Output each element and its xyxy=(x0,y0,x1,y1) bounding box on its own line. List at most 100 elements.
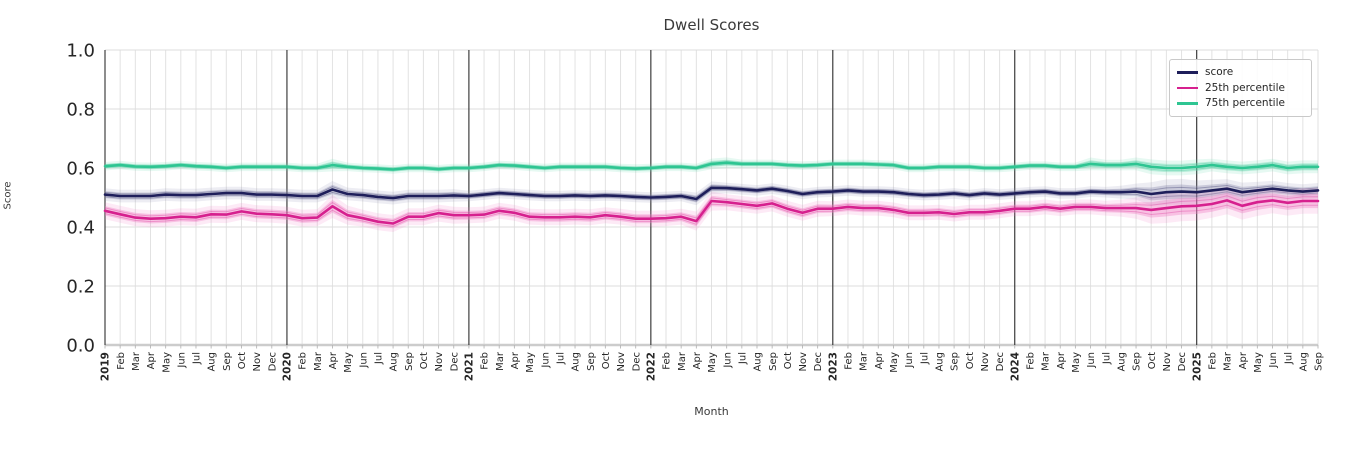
svg-text:May: May xyxy=(1253,352,1264,373)
legend-item-score: score xyxy=(1177,65,1303,80)
svg-text:Apr: Apr xyxy=(1238,351,1249,369)
svg-text:Jun: Jun xyxy=(904,352,915,369)
svg-text:Oct: Oct xyxy=(783,352,794,369)
svg-text:Jun: Jun xyxy=(1268,352,1279,369)
svg-text:Jul: Jul xyxy=(737,352,748,365)
svg-text:Feb: Feb xyxy=(662,352,673,370)
svg-text:1.0: 1.0 xyxy=(66,41,95,62)
svg-text:May: May xyxy=(525,352,536,373)
svg-text:Dec: Dec xyxy=(1177,352,1188,371)
svg-text:0.6: 0.6 xyxy=(66,159,95,180)
svg-text:Apr: Apr xyxy=(510,351,521,369)
svg-text:Jul: Jul xyxy=(374,352,385,365)
svg-text:May: May xyxy=(707,352,718,373)
series-line-75th-percentile xyxy=(103,161,1320,171)
svg-text:Aug: Aug xyxy=(389,352,400,372)
svg-text:Dec: Dec xyxy=(267,352,278,371)
svg-text:2022: 2022 xyxy=(645,352,657,381)
svg-text:Aug: Aug xyxy=(1298,352,1309,372)
svg-text:2019: 2019 xyxy=(100,352,112,381)
svg-text:Apr: Apr xyxy=(146,351,157,369)
svg-text:Apr: Apr xyxy=(692,351,703,369)
svg-text:Oct: Oct xyxy=(965,352,976,369)
svg-text:May: May xyxy=(1071,352,1082,373)
svg-text:Oct: Oct xyxy=(419,352,430,369)
svg-text:Feb: Feb xyxy=(844,352,855,370)
svg-text:2025: 2025 xyxy=(1191,352,1203,381)
svg-text:Mar: Mar xyxy=(131,351,142,371)
svg-text:Nov: Nov xyxy=(434,352,445,372)
svg-text:Feb: Feb xyxy=(1026,352,1037,370)
svg-text:0.8: 0.8 xyxy=(66,100,95,121)
svg-text:Apr: Apr xyxy=(874,351,885,369)
svg-text:Feb: Feb xyxy=(1207,352,1218,370)
svg-text:Mar: Mar xyxy=(1041,351,1052,371)
svg-text:Jun: Jun xyxy=(540,352,551,369)
series-band-25th-percentile xyxy=(104,186,1318,232)
svg-text:Oct: Oct xyxy=(601,352,612,369)
svg-text:Nov: Nov xyxy=(252,352,263,372)
svg-text:Sep: Sep xyxy=(222,352,233,371)
svg-text:Apr: Apr xyxy=(328,351,339,369)
svg-text:Aug: Aug xyxy=(935,352,946,372)
svg-text:May: May xyxy=(343,352,354,373)
svg-text:0.2: 0.2 xyxy=(66,277,95,298)
svg-text:Aug: Aug xyxy=(753,352,764,372)
svg-text:Feb: Feb xyxy=(298,352,309,370)
svg-text:Sep: Sep xyxy=(1132,352,1143,371)
svg-text:Jul: Jul xyxy=(555,352,566,365)
75th-percentile-line-swatch xyxy=(1177,102,1198,105)
svg-text:Aug: Aug xyxy=(207,352,218,372)
svg-text:Mar: Mar xyxy=(1223,351,1234,371)
svg-text:Jul: Jul xyxy=(192,352,203,365)
svg-text:Oct: Oct xyxy=(237,352,248,369)
svg-text:0.4: 0.4 xyxy=(66,218,95,239)
svg-text:Jun: Jun xyxy=(722,352,733,369)
svg-text:Mar: Mar xyxy=(677,351,688,371)
score-line-swatch xyxy=(1177,71,1198,74)
y-axis-label: Score xyxy=(2,181,14,210)
legend-label-75th-percentile: 75th percentile xyxy=(1205,97,1285,110)
y-tick-labels: 0.0 0.2 0.4 0.6 0.8 1.0 xyxy=(66,41,95,357)
svg-text:Nov: Nov xyxy=(980,352,991,372)
svg-text:2024: 2024 xyxy=(1009,352,1021,381)
svg-text:2023: 2023 xyxy=(827,352,839,381)
svg-text:Oct: Oct xyxy=(1147,352,1158,369)
svg-text:Sep: Sep xyxy=(586,352,597,371)
svg-text:Dec: Dec xyxy=(449,352,460,371)
svg-text:2020: 2020 xyxy=(282,352,294,381)
svg-text:2021: 2021 xyxy=(464,352,476,381)
svg-text:Feb: Feb xyxy=(480,352,491,370)
legend-item-75th-percentile: 75th percentile xyxy=(1177,96,1303,111)
series-band-score xyxy=(104,178,1319,206)
legend-item-25th-percentile: 25th percentile xyxy=(1177,81,1303,96)
svg-text:Jul: Jul xyxy=(1101,352,1112,365)
svg-text:Nov: Nov xyxy=(616,352,627,372)
svg-text:Apr: Apr xyxy=(1056,351,1067,369)
svg-text:Jun: Jun xyxy=(358,352,369,369)
svg-text:May: May xyxy=(889,352,900,373)
svg-text:Feb: Feb xyxy=(116,352,127,370)
svg-text:Dec: Dec xyxy=(995,352,1006,371)
svg-text:0.0: 0.0 xyxy=(66,336,95,357)
svg-text:Mar: Mar xyxy=(859,351,870,371)
svg-text:Mar: Mar xyxy=(495,351,506,371)
svg-text:May: May xyxy=(161,352,172,373)
legend-label-25th-percentile: 25th percentile xyxy=(1205,81,1285,94)
svg-text:Sep: Sep xyxy=(404,352,415,371)
svg-text:Aug: Aug xyxy=(1116,352,1127,372)
x-axis-label: Month xyxy=(694,405,729,418)
chart-title: Dwell Scores xyxy=(663,16,760,34)
chart-legend: score 25th percentile 75th percentile xyxy=(1169,59,1312,117)
svg-text:Mar: Mar xyxy=(313,351,324,371)
svg-text:Sep: Sep xyxy=(1314,352,1325,371)
svg-text:Jun: Jun xyxy=(176,352,187,369)
25th-percentile-line-swatch xyxy=(1177,86,1198,90)
svg-text:Jun: Jun xyxy=(1086,352,1097,369)
series-line-score xyxy=(103,186,1320,201)
legend-label-score: score xyxy=(1205,66,1234,79)
svg-text:Aug: Aug xyxy=(571,352,582,372)
svg-text:Sep: Sep xyxy=(768,352,779,371)
